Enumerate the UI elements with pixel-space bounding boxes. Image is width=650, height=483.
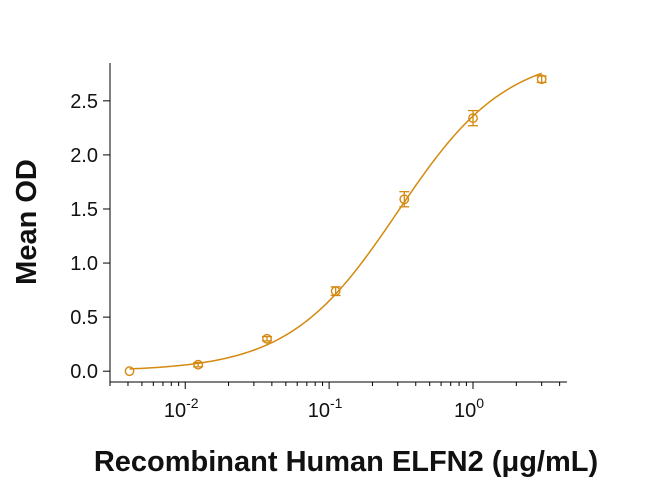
data-point <box>330 286 341 297</box>
point-marker <box>262 333 272 344</box>
point-marker <box>468 113 478 124</box>
fit-curve <box>129 72 542 370</box>
data-points <box>124 74 547 377</box>
y-tick-label: 1.5 <box>70 199 98 221</box>
point-marker <box>330 286 341 297</box>
x-tick-label: 10-2 <box>164 395 199 422</box>
x-tick-label: 10-1 <box>308 395 343 422</box>
data-point <box>468 109 479 127</box>
data-point <box>261 333 272 344</box>
data-point <box>124 366 135 377</box>
y-tick-label: 2.5 <box>70 91 98 113</box>
data-point <box>193 359 204 370</box>
y-tick-label: 2.0 <box>70 145 98 167</box>
y-tick-label: 0.5 <box>70 307 98 329</box>
y-tick-label: 0.0 <box>70 361 98 383</box>
y-tick-label: 1.0 <box>70 253 98 275</box>
x-tick-label: 100 <box>454 395 484 422</box>
point-marker <box>536 74 547 85</box>
y-axis-ticks: 0.0 0.5 1.0 1.5 2.0 2.5 <box>70 91 110 383</box>
data-point <box>399 191 410 208</box>
point-marker <box>399 194 410 205</box>
point-marker <box>124 366 135 377</box>
x-axis-ticks: 10-2 10-1 100 <box>109 382 561 422</box>
data-point <box>536 74 547 85</box>
y-axis-title: Mean OD <box>11 159 43 285</box>
point-marker <box>193 359 204 370</box>
x-axis-title: Recombinant Human ELFN2 (μg/mL) <box>94 446 598 478</box>
